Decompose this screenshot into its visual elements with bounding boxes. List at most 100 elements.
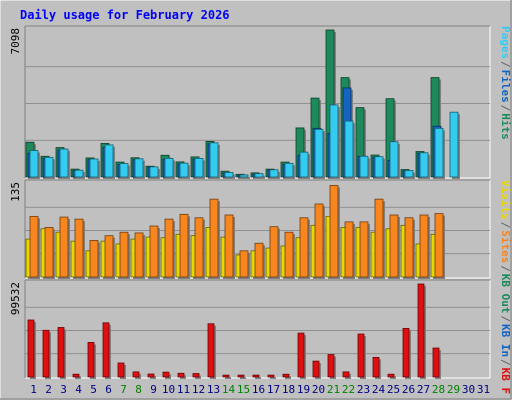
bar-kb-f-day-3 [57,327,66,379]
day-label-24: 24 [372,383,386,396]
bar-pages-day-11 [179,162,190,179]
legend-item: / [499,61,512,68]
bar-body [434,213,444,278]
legend-item: KB F [499,368,512,395]
bar-body [282,373,290,378]
bar-sites-day-10 [164,218,175,279]
bar-body [389,141,399,178]
bar-body [149,225,159,278]
bar-body [434,127,444,178]
legend-item: Visits [499,180,512,220]
day-label-7: 7 [120,383,127,396]
bar-pages-day-16 [254,173,265,179]
bar-body [104,235,114,278]
day-label-31: 31 [477,383,490,396]
legend-item: / [499,105,512,112]
bar-pages-day-18 [284,162,295,179]
bar-body [42,329,50,378]
bar-sites-day-14 [224,214,235,279]
bar-shadow [150,376,156,379]
day-label-3: 3 [60,383,67,396]
bar-body [117,362,125,378]
day-label-22: 22 [342,383,355,396]
legend-item: / [499,315,512,322]
bar-kb-f-day-24 [372,356,381,379]
bar-body [372,356,380,378]
bar-kb-f-day-11 [177,372,186,379]
bar-pages-day-17 [269,169,280,179]
bar-kb-f-day-25 [387,373,396,379]
bar-body [134,158,144,178]
bar-kb-f-day-22 [342,371,351,379]
day-label-12: 12 [192,383,205,396]
bar-sites-day-19 [299,217,310,279]
bar-shadow [255,377,261,379]
day-label-27: 27 [417,383,430,396]
bar-pages-day-12 [194,157,205,179]
bar-body [164,157,174,178]
panel-middle-legend: Visits/Sites/KB Out/KB In/KB F [499,180,512,394]
bar-body [74,169,84,178]
panel-bottom: 99532 [9,279,491,379]
bar-pages-day-19 [299,151,310,179]
bar-sites-day-1 [29,215,40,279]
panel-middle-max-label: 135 [9,182,22,202]
bar-body [222,374,230,378]
bar-body [102,322,110,378]
bar-body [132,371,140,378]
bar-body [134,232,144,278]
bar-sites-day-20 [314,203,325,279]
legend-item: KB Out [499,274,512,314]
bar-kb-f-day-7 [117,362,126,379]
bar-pages-day-28 [434,127,445,179]
bar-body [359,221,369,278]
bar-body [329,184,339,278]
bar-kb-f-day-17 [267,374,276,379]
panel-bottom-max-label: 99532 [9,282,22,315]
panel-top: 7098 Pages/Files/Hits [9,25,512,179]
bar-pages-day-23 [359,155,370,179]
bar-kb-f-day-12 [192,373,201,379]
bar-sites-day-13 [209,198,220,279]
day-label-15: 15 [237,383,250,396]
legend-item: Sites [499,230,512,263]
bar-shadow [225,377,231,379]
bar-sites-day-26 [404,217,415,279]
bar-body [177,372,185,378]
bar-body [284,231,294,278]
panel-middle: 135 Visits/Sites/KB Out/KB In/KB F [9,179,512,394]
bar-shadow [75,376,81,379]
bar-body [299,151,309,178]
bar-body [327,354,335,378]
bar-body [314,203,324,278]
day-label-17: 17 [267,383,280,396]
bar-kb-f-day-5 [87,342,96,379]
day-label-20: 20 [312,383,325,396]
bar-kb-f-day-20 [312,360,321,379]
bar-body [192,373,200,378]
bar-kb-f-day-15 [237,374,246,379]
bar-body [162,371,170,378]
legend-item: Hits [499,113,512,140]
bar-body [164,218,174,278]
bar-body [314,128,324,178]
bar-body [344,221,354,278]
panel-bottom-area [25,280,490,378]
bar-body [224,172,234,178]
bar-body [72,373,80,378]
bar-body [29,215,39,278]
bar-body [267,374,275,378]
bar-body [404,217,414,278]
day-label-5: 5 [90,383,97,396]
bar-kb-f-day-26 [402,328,411,379]
bar-pages-day-2 [44,156,55,179]
bar-body [419,214,429,278]
bar-kb-f-day-28 [432,347,441,379]
bar-sites-day-3 [59,216,70,279]
bar-sites-day-15 [239,250,250,279]
bar-sites-day-25 [389,214,400,279]
day-label-13: 13 [207,383,220,396]
bar-pages-day-13 [209,142,220,179]
bar-pages-day-24 [374,156,385,179]
bar-pages-day-22 [344,120,355,179]
